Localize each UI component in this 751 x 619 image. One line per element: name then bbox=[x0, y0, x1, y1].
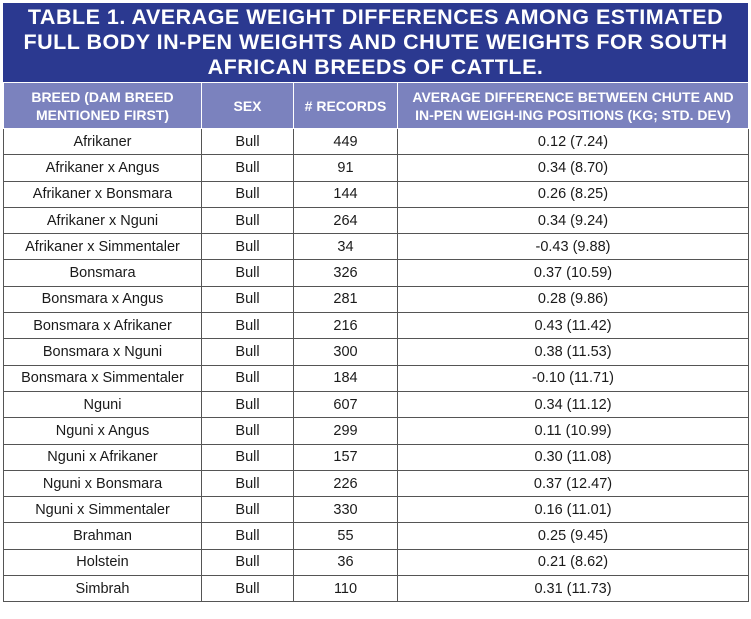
cell-difference: 0.12 (7.24) bbox=[397, 127, 749, 156]
table-row: Nguni x Simmentaler Bull 330 0.16 (11.01) bbox=[3, 496, 749, 524]
cell-records: 36 bbox=[293, 548, 398, 577]
cell-records: 110 bbox=[293, 575, 398, 603]
cell-records: 264 bbox=[293, 206, 398, 235]
cell-sex: Bull bbox=[201, 575, 294, 603]
cell-difference: 0.34 (9.24) bbox=[397, 206, 749, 235]
cell-breed: Brahman bbox=[3, 522, 202, 550]
cell-difference: 0.30 (11.08) bbox=[397, 443, 749, 471]
table-row: Afrikaner x Angus Bull 91 0.34 (8.70) bbox=[3, 154, 749, 182]
cell-sex: Bull bbox=[201, 154, 294, 182]
table-row: Afrikaner x Simmentaler Bull 34 -0.43 (9.88… bbox=[3, 233, 749, 261]
cell-records: 157 bbox=[293, 443, 398, 471]
cell-breed: Afrikaner x Angus bbox=[3, 154, 202, 182]
cell-sex: Bull bbox=[201, 180, 294, 208]
cell-breed: Afrikaner x Bonsmara bbox=[3, 180, 202, 208]
cell-sex: Bull bbox=[201, 417, 294, 445]
table-row: Bonsmara x Angus Bull 281 0.28 (9.86) bbox=[3, 285, 749, 314]
cell-difference: 0.38 (11.53) bbox=[397, 338, 749, 366]
cell-breed: Holstein bbox=[3, 548, 202, 577]
cell-difference: 0.28 (9.86) bbox=[397, 285, 749, 314]
table-row: Brahman Bull 55 0.25 (9.45) bbox=[3, 522, 749, 550]
table-container: TABLE 1. AVERAGE WEIGHT DIFFERENCES AMON… bbox=[3, 3, 749, 603]
cell-records: 330 bbox=[293, 496, 398, 524]
table-row: Simbrah Bull 110 0.31 (11.73) bbox=[3, 575, 749, 603]
cell-difference: 0.37 (10.59) bbox=[397, 259, 749, 287]
cell-difference: 0.31 (11.73) bbox=[397, 575, 749, 603]
table-row: Holstein Bull 36 0.21 (8.62) bbox=[3, 548, 749, 577]
table-title: TABLE 1. AVERAGE WEIGHT DIFFERENCES AMON… bbox=[3, 3, 748, 82]
column-header-difference: AVERAGE DIFFERENCE BETWEEN CHUTE AND IN-… bbox=[397, 82, 749, 129]
cell-sex: Bull bbox=[201, 312, 294, 340]
cell-difference: 0.11 (10.99) bbox=[397, 417, 749, 445]
cell-breed: Nguni x Bonsmara bbox=[3, 469, 202, 498]
cell-records: 226 bbox=[293, 469, 398, 498]
cell-breed: Afrikaner x Simmentaler bbox=[3, 233, 202, 261]
cell-sex: Bull bbox=[201, 522, 294, 550]
cell-records: 216 bbox=[293, 312, 398, 340]
cell-records: 184 bbox=[293, 364, 398, 392]
header-row: BREED (DAM BREED MENTIONED FIRST) SEX # … bbox=[3, 82, 749, 129]
table-row: Bonsmara x Nguni Bull 300 0.38 (11.53) bbox=[3, 338, 749, 366]
cell-sex: Bull bbox=[201, 233, 294, 261]
cell-difference: 0.37 (12.47) bbox=[397, 469, 749, 498]
cell-records: 326 bbox=[293, 259, 398, 287]
table-row: Nguni x Angus Bull 299 0.11 (10.99) bbox=[3, 417, 749, 445]
cell-breed: Bonsmara x Simmentaler bbox=[3, 364, 202, 392]
cell-breed: Bonsmara x Afrikaner bbox=[3, 312, 202, 340]
cell-sex: Bull bbox=[201, 443, 294, 471]
cell-sex: Bull bbox=[201, 338, 294, 366]
cell-difference: 0.43 (11.42) bbox=[397, 312, 749, 340]
cell-breed: Bonsmara x Angus bbox=[3, 285, 202, 314]
cell-difference: 0.25 (9.45) bbox=[397, 522, 749, 550]
cell-sex: Bull bbox=[201, 496, 294, 524]
cell-sex: Bull bbox=[201, 390, 294, 419]
cell-sex: Bull bbox=[201, 285, 294, 314]
cell-difference: 0.16 (11.01) bbox=[397, 496, 749, 524]
column-header-sex: SEX bbox=[201, 82, 294, 129]
cell-records: 300 bbox=[293, 338, 398, 366]
table-row: Bonsmara x Afrikaner Bull 216 0.43 (11.42) bbox=[3, 312, 749, 340]
cell-difference: 0.21 (8.62) bbox=[397, 548, 749, 577]
table-row: Nguni x Afrikaner Bull 157 0.30 (11.08) bbox=[3, 443, 749, 471]
cell-records: 281 bbox=[293, 285, 398, 314]
cell-difference: -0.10 (11.71) bbox=[397, 364, 749, 392]
cell-sex: Bull bbox=[201, 259, 294, 287]
cell-breed: Nguni x Afrikaner bbox=[3, 443, 202, 471]
cell-difference: 0.26 (8.25) bbox=[397, 180, 749, 208]
cell-records: 607 bbox=[293, 390, 398, 419]
cell-records: 299 bbox=[293, 417, 398, 445]
cell-difference: -0.43 (9.88) bbox=[397, 233, 749, 261]
cell-records: 449 bbox=[293, 127, 398, 156]
cell-breed: Simbrah bbox=[3, 575, 202, 603]
table-row: Afrikaner Bull 449 0.12 (7.24) bbox=[3, 127, 749, 156]
cell-records: 91 bbox=[293, 154, 398, 182]
table-row: Bonsmara x Simmentaler Bull 184 -0.10 (11.7… bbox=[3, 364, 749, 392]
data-table: BREED (DAM BREED MENTIONED FIRST) SEX # … bbox=[3, 82, 749, 603]
cell-breed: Afrikaner x Nguni bbox=[3, 206, 202, 235]
cell-sex: Bull bbox=[201, 548, 294, 577]
table-row: Nguni Bull 607 0.34 (11.12) bbox=[3, 390, 749, 419]
cell-sex: Bull bbox=[201, 206, 294, 235]
cell-breed: Nguni x Simmentaler bbox=[3, 496, 202, 524]
table-row: Nguni x Bonsmara Bull 226 0.37 (12.47) bbox=[3, 469, 749, 498]
cell-sex: Bull bbox=[201, 364, 294, 392]
cell-breed: Bonsmara x Nguni bbox=[3, 338, 202, 366]
cell-breed: Nguni bbox=[3, 390, 202, 419]
table-row: Afrikaner x Bonsmara Bull 144 0.26 (8.25) bbox=[3, 180, 749, 208]
cell-sex: Bull bbox=[201, 469, 294, 498]
cell-breed: Afrikaner bbox=[3, 127, 202, 156]
cell-breed: Nguni x Angus bbox=[3, 417, 202, 445]
cell-difference: 0.34 (8.70) bbox=[397, 154, 749, 182]
cell-records: 55 bbox=[293, 522, 398, 550]
column-header-records: # RECORDS bbox=[293, 82, 398, 129]
table-body: Afrikaner Bull 449 0.12 (7.24) Afrikaner x A… bbox=[3, 127, 749, 603]
cell-breed: Bonsmara bbox=[3, 259, 202, 287]
column-header-breed: BREED (DAM BREED MENTIONED FIRST) bbox=[3, 82, 202, 129]
cell-difference: 0.34 (11.12) bbox=[397, 390, 749, 419]
table-row: Afrikaner x Nguni Bull 264 0.34 (9.24) bbox=[3, 206, 749, 235]
table-row: Bonsmara Bull 326 0.37 (10.59) bbox=[3, 259, 749, 287]
cell-records: 34 bbox=[293, 233, 398, 261]
cell-records: 144 bbox=[293, 180, 398, 208]
cell-sex: Bull bbox=[201, 127, 294, 156]
